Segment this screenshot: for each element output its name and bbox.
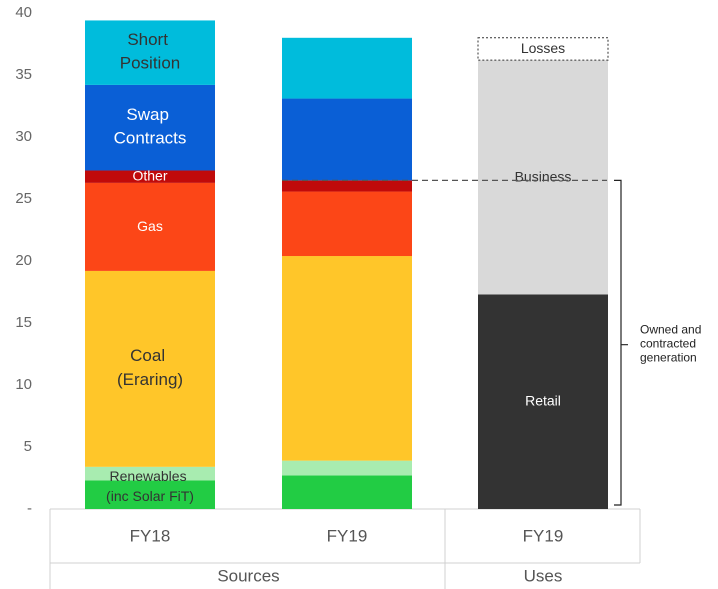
y-tick-label: 5 (24, 438, 32, 455)
x-tick-label: FY18 (130, 526, 171, 545)
y-tick-label: 30 (15, 128, 32, 145)
bar-segment (478, 60, 608, 295)
y-tick-label: 25 (15, 190, 32, 207)
bar-segment (282, 98, 412, 181)
bar-segment (282, 475, 412, 509)
bar-segment (85, 480, 215, 509)
bar-segment (477, 37, 609, 61)
bar-segment (85, 466, 215, 481)
bar-segment (85, 84, 215, 171)
label-line: Swap (126, 105, 173, 124)
segment-label: Losses (521, 40, 565, 56)
bar-segment (282, 37, 412, 99)
y-tick-label: 20 (15, 252, 32, 269)
y-tick-label: 15 (15, 314, 32, 331)
annotation-bracket (614, 179, 628, 506)
segment-label: Swap Contracts (114, 105, 187, 148)
bar-segment (85, 182, 215, 271)
bar-segment (478, 294, 608, 509)
segment-label: Short Position (120, 30, 180, 73)
label-line: Losses (521, 40, 565, 56)
label-line: Retail (525, 392, 561, 408)
label-line: Short (127, 30, 172, 49)
bar-segment (85, 270, 215, 467)
segment-label: Retail (525, 392, 561, 408)
label-line: Renewables (110, 468, 191, 484)
group-label: Sources (217, 566, 279, 585)
label-line: (inc Solar FiT) (106, 488, 194, 504)
segment-label: Other (132, 167, 167, 183)
bar-segment (85, 170, 215, 183)
annotation: Owned and contracted generation (640, 323, 705, 365)
bar-segment (282, 256, 412, 461)
bar-segment (85, 20, 215, 85)
group-label: Uses (524, 566, 563, 585)
label-line: Contracts (114, 129, 187, 148)
x-tick-label: FY19 (327, 526, 368, 545)
bar-segment (282, 191, 412, 257)
annotation-line: Owned and (640, 323, 705, 337)
segment-label: Coal (Eraring) (117, 346, 183, 389)
y-tick-label: 10 (15, 376, 32, 393)
y-tick-label: 35 (15, 66, 32, 83)
segment-label: Business (515, 168, 572, 184)
bar-segment (282, 460, 412, 476)
y-tick-label: 40 (15, 4, 32, 21)
y-tick-label: - (27, 500, 32, 517)
bar-segment (282, 180, 412, 192)
segment-label: Gas (137, 218, 163, 234)
annotation-line: contracted (640, 337, 699, 351)
label-line: Business (515, 168, 572, 184)
label-line: Gas (137, 218, 163, 234)
label-line: Other (132, 167, 167, 183)
x-tick-label: FY19 (523, 526, 564, 545)
label-line: Position (120, 54, 180, 73)
segment-label: Renewables (inc Solar FiT) (106, 468, 194, 504)
label-line: Coal (130, 346, 170, 365)
annotation-line: generation (640, 351, 697, 365)
label-line: (Eraring) (117, 370, 183, 389)
